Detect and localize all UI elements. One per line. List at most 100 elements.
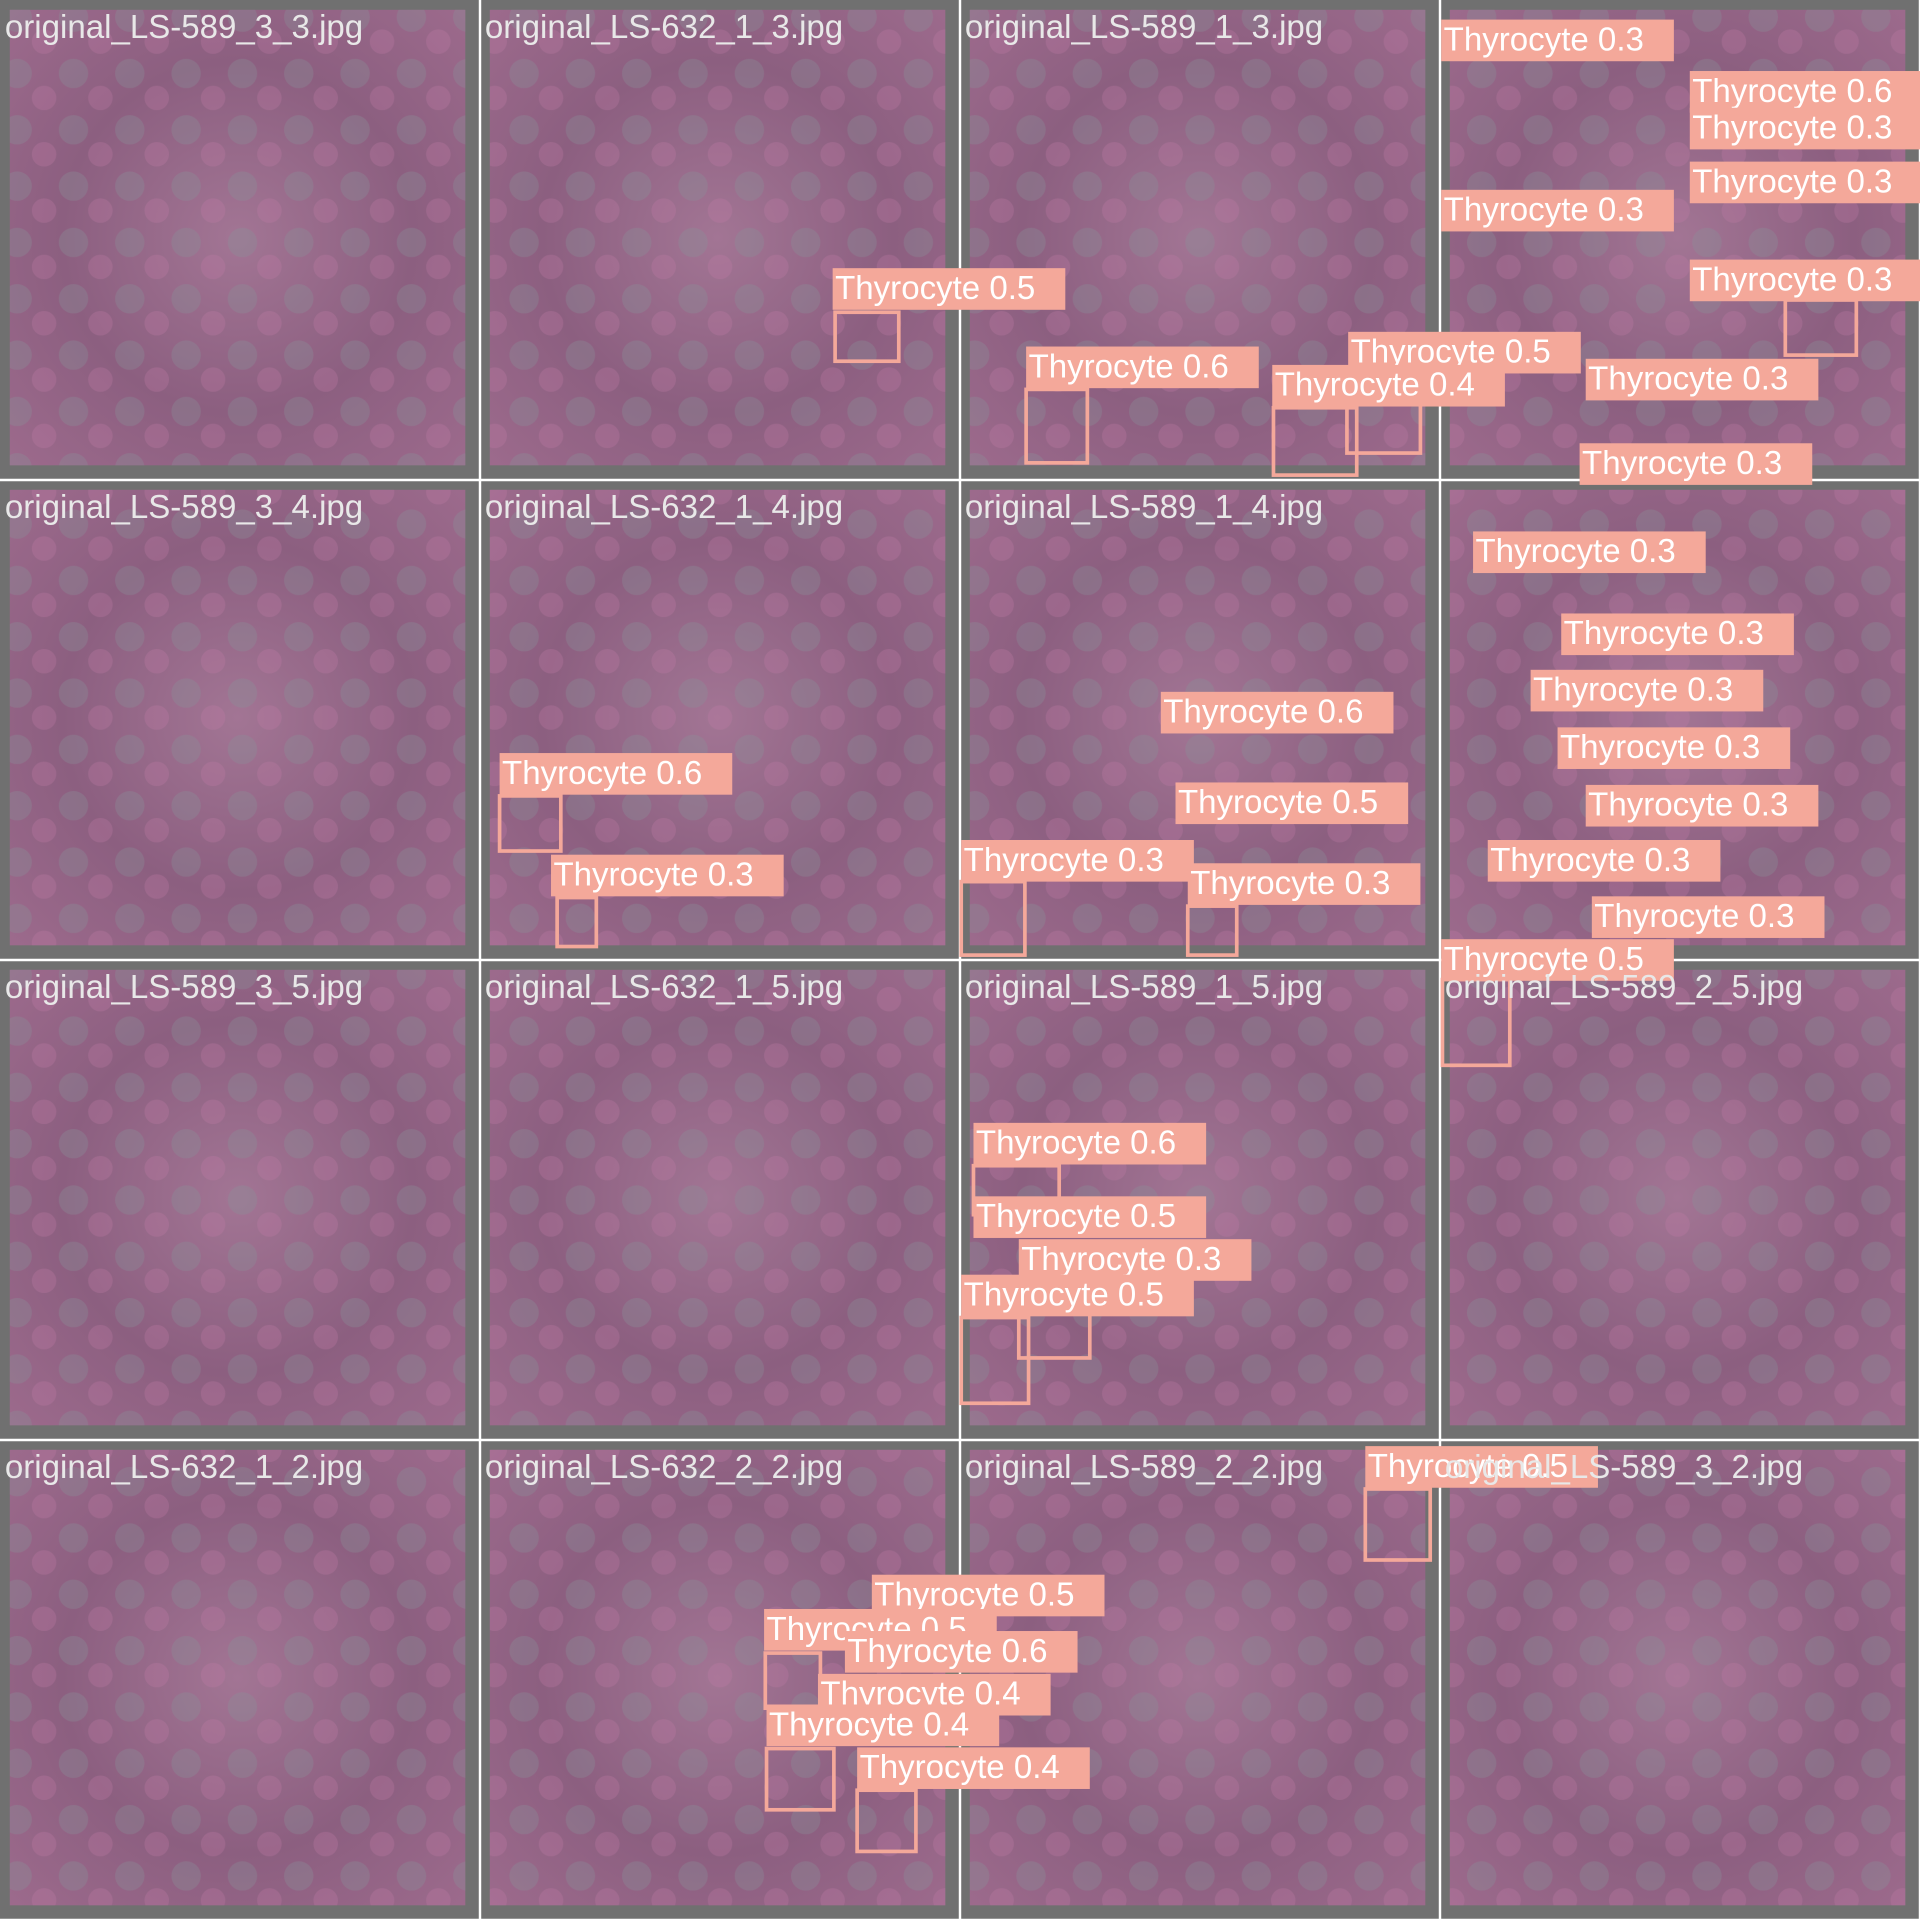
detection-label: Thyrocyte 0.3 [1582, 445, 1782, 482]
label-background [1689, 71, 1920, 113]
label-background [551, 854, 784, 897]
label-background [1175, 782, 1409, 825]
detection-label: Thyrocyte 0.3 [964, 842, 1164, 879]
bounding-box [833, 310, 901, 364]
label-background [1579, 443, 1813, 485]
tile-texture [489, 9, 946, 466]
label-background [1487, 840, 1721, 882]
detection-label: Thyrocyte 0.3 [1021, 1241, 1221, 1278]
bounding-box [1185, 904, 1239, 957]
label-background [1160, 691, 1394, 734]
detection-label: Thyrocyte 0.5 [1351, 334, 1551, 371]
detection-label: Thyrocyte 0.5 [835, 270, 1035, 307]
label-background [1530, 669, 1764, 712]
tile-filename: original_LS-632_1_4.jpg [485, 489, 843, 526]
label-background [857, 1747, 1090, 1789]
detection-label: Thyrocyte 0.6 [1692, 73, 1892, 110]
tile-texture [9, 1449, 466, 1906]
detection-label: Thyrocyte 0.3 [1564, 615, 1764, 652]
bounding-box [1363, 1487, 1433, 1562]
tile-texture [9, 489, 466, 946]
label-background [1026, 346, 1259, 389]
label-background [1365, 1446, 1598, 1488]
label-background [1591, 896, 1825, 938]
bounding-box [555, 895, 599, 949]
bounding-box [1271, 405, 1359, 477]
bounding-box [497, 794, 563, 853]
label-background [1689, 259, 1920, 302]
detection-label: Thyrocyte 0.3 [1588, 787, 1788, 824]
detection-label: Thyrocyte 0.3 [1444, 192, 1644, 229]
label-background [1557, 727, 1791, 769]
tile-filename: original_LS-632_2_2.jpg [485, 1449, 843, 1486]
detection-label: Thyrocyte 0.5 [964, 1276, 1164, 1313]
detection-label: Thyrocyte 0.6 [976, 1125, 1176, 1162]
tile-texture [9, 9, 466, 466]
tile-filename: original_LS-589_2_5.jpg [1445, 969, 1803, 1006]
label-background [1585, 358, 1819, 401]
label-background [961, 1274, 1194, 1317]
detection-label: Thyrocyte 0.6 [502, 755, 702, 792]
label-background [1689, 161, 1920, 204]
detection-label: Thyrocyte 0.3 [1588, 361, 1788, 398]
tile-filename: original_LS-589_3_2.jpg [1445, 1449, 1803, 1486]
detection-label: Thyrocyte 0.6 [847, 1633, 1047, 1670]
tile-filename: original_LS-632_1_5.jpg [485, 969, 843, 1006]
tile-filename: original_LS-632_1_2.jpg [5, 1449, 363, 1486]
label-background [1187, 863, 1421, 905]
tile-filename: original_LS-589_1_4.jpg [965, 489, 1323, 526]
label-background [961, 840, 1194, 882]
detection-label: Thyrocyte 0.3 [1444, 21, 1644, 58]
bounding-box [1024, 387, 1090, 465]
tile-filename: original_LS-589_2_2.jpg [965, 1449, 1323, 1486]
detection-label: Thyrocyte 0.5 [976, 1198, 1176, 1235]
detection-label: Thyrocyte 0.6 [1029, 348, 1229, 385]
tile-texture [1449, 1449, 1906, 1906]
tile-filename: original_LS-632_1_3.jpg [485, 9, 843, 46]
tile-filename: original_LS-589_3_5.jpg [5, 969, 363, 1006]
label-background [832, 268, 1066, 310]
label-background [1441, 19, 1674, 62]
label-background [1018, 1239, 1252, 1281]
detection-label: Thyrocyte 0.3 [1476, 533, 1676, 570]
tile-texture [1449, 969, 1906, 1426]
label-background [1689, 107, 1920, 150]
detection-label: Thyrocyte 0.3 [1692, 110, 1892, 147]
label-background [1473, 531, 1706, 574]
label-background [1441, 189, 1674, 232]
label-background [1272, 364, 1505, 407]
detection-label: Thyrocyte 0.4 [1275, 367, 1475, 404]
bounding-box [764, 1746, 836, 1812]
label-background [1441, 939, 1674, 981]
label-background [1561, 613, 1794, 656]
bounding-box [855, 1788, 918, 1854]
tile-texture [9, 969, 466, 1426]
label-background [1585, 784, 1819, 827]
detection-label: Thyrocyte 0.3 [553, 856, 753, 893]
detection-label: Thyrocyte 0.5 [874, 1576, 1074, 1613]
label-background [973, 1196, 1207, 1238]
detection-label: Thyrocyte 0.5 [1444, 941, 1644, 978]
tile-filename: original_LS-589_3_4.jpg [5, 489, 363, 526]
detection-label: Thyrocyte 0.3 [1533, 672, 1733, 709]
bounding-box [959, 1315, 1031, 1406]
detection-label: Thyrocyte 0.3 [1594, 898, 1794, 935]
detection-label: Thyrocyte 0.4 [860, 1749, 1060, 1786]
label-background [844, 1631, 1078, 1673]
detection-label: Thyrocyte 0.6 [1163, 694, 1363, 731]
detection-label: Thyrocyte 0.3 [1692, 261, 1892, 298]
detection-label: Thyrocyte 0.3 [1490, 842, 1690, 879]
label-background [766, 1704, 1000, 1747]
detection-label: Thyrocyte 0.5 [1178, 784, 1378, 821]
tile-filename: original_LS-589_3_3.jpg [5, 9, 363, 46]
detection-label: Thyrocyte 0.4 [769, 1706, 969, 1743]
tile-filename: original_LS-589_1_5.jpg [965, 969, 1323, 1006]
detection-label: Thyrocyte 0.3 [1560, 729, 1760, 766]
tile-filename: original_LS-589_1_3.jpg [965, 9, 1323, 46]
detection-label: Thyrocyte 0.3 [1190, 865, 1390, 902]
detection-label: Thyrocyte 0.5 [1368, 1448, 1568, 1485]
label-background [973, 1122, 1207, 1165]
tile-texture [489, 969, 946, 1426]
